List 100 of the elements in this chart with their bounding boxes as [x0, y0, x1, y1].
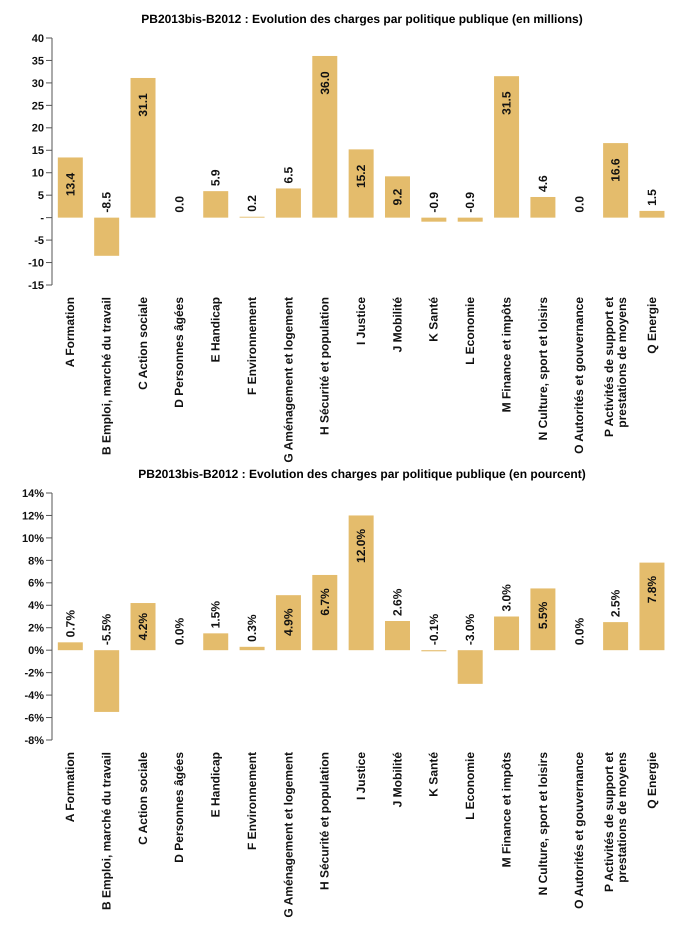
- x-tick-label: A Formation: [63, 752, 78, 822]
- data-label: 5.5%: [536, 601, 550, 630]
- data-label: 7.8%: [644, 576, 659, 604]
- data-label: -5.5%: [100, 614, 114, 646]
- bar: [94, 650, 120, 712]
- y-tick-label: -2%: [24, 668, 44, 680]
- data-label: 1.5: [644, 188, 659, 206]
- x-tick-label: E Handicap: [208, 752, 223, 818]
- y-tick-label: 2%: [28, 622, 44, 635]
- bar: [94, 218, 120, 256]
- y-tick-label: 25: [32, 100, 44, 112]
- data-label: 0.0: [572, 196, 586, 213]
- y-tick-label: -8%: [24, 734, 44, 747]
- data-label: 2.5%: [608, 589, 623, 618]
- bar: [494, 616, 520, 650]
- y-tick-label: -10: [28, 257, 44, 270]
- x-tick-label: D Personnes âgées: [172, 296, 186, 408]
- bar: [276, 595, 301, 650]
- bar: [603, 622, 628, 650]
- bar: [639, 562, 664, 650]
- x-tick-label: I Justice: [354, 296, 368, 346]
- x-tick-label: J Mobilité: [390, 752, 404, 808]
- y-tick-label: -6%: [24, 712, 44, 724]
- bar: [603, 143, 628, 218]
- y-tick-label: 14%: [22, 488, 44, 500]
- data-label: 15.2: [354, 164, 368, 188]
- x-tick-label: O Autorités et gouvernance: [572, 296, 586, 454]
- data-label: 6.5: [281, 166, 296, 184]
- data-label: 0.2: [245, 194, 260, 212]
- bar: [312, 56, 338, 218]
- y-tick-label: -15: [28, 280, 44, 292]
- x-tick-label: H Sécurité et population: [318, 297, 332, 436]
- x-tick-label: K Santé: [426, 752, 441, 797]
- data-label: 0.3%: [245, 614, 260, 642]
- bar: [312, 574, 338, 650]
- x-tick-label: E Handicap: [208, 297, 223, 362]
- x-tick-label: O Autorités et gouvernance: [572, 752, 586, 909]
- data-label: 4.9%: [281, 608, 296, 636]
- data-label: 4.6: [536, 174, 550, 192]
- x-tick-label: L Economie: [463, 296, 478, 365]
- bar: [639, 210, 664, 218]
- x-tick-label: Q Energie: [644, 296, 659, 354]
- x-tick-label: F Environnement: [244, 752, 259, 850]
- y-tick-label: 6%: [28, 578, 44, 590]
- x-tick-label: N Culture, sport et loisirs: [536, 296, 550, 440]
- data-label: -0.9: [426, 192, 441, 213]
- y-tick-label: 8%: [28, 555, 44, 568]
- y-tick-label: 10%: [22, 532, 44, 545]
- y-tick-label: 40: [32, 32, 44, 45]
- data-label: 0.0: [172, 196, 186, 213]
- bar: [276, 188, 301, 218]
- bar: [348, 515, 374, 650]
- x-tick-label: B Emploi, marché du travail: [100, 297, 114, 456]
- x-tick-label: A Formation: [63, 297, 78, 368]
- x-tick-label: M Finance et impôts: [499, 296, 514, 412]
- bar: [58, 157, 83, 218]
- chart-title: PB2013bis-B2012 : Evolution des charges par politique publique (en millions): [140, 11, 584, 28]
- x-tick-label: L Economie: [463, 752, 478, 820]
- x-tick-label: C Action sociale: [136, 752, 150, 845]
- chart-title: PB2013bis-B2012 : Evolution des charges par politique publique (en pourcent): [137, 466, 587, 483]
- data-label: 16.6: [608, 158, 623, 182]
- bar: [203, 633, 228, 650]
- data-label: 2.6%: [390, 588, 404, 616]
- data-label: -0.1%: [426, 614, 441, 646]
- bar: [384, 176, 410, 218]
- data-label: 6.7%: [318, 588, 332, 616]
- x-tick-label: I Justice: [354, 752, 368, 800]
- data-label: -3.0%: [463, 614, 478, 646]
- data-label: 0.0%: [572, 618, 586, 646]
- data-label: -0.9: [463, 192, 478, 213]
- data-label: 36.0: [318, 70, 332, 95]
- data-label: -8.5: [100, 192, 114, 213]
- data-label: 12.0%: [354, 528, 368, 563]
- bar: [58, 642, 83, 650]
- data-label: 3.0%: [500, 584, 514, 612]
- y-tick-label: 0%: [28, 645, 44, 658]
- data-label: 31.5: [500, 91, 514, 115]
- bar: [458, 218, 483, 222]
- y-tick-label: 4%: [28, 600, 44, 612]
- data-label: 5.9: [208, 169, 223, 186]
- y-tick-label: 12%: [22, 510, 44, 522]
- bar: [530, 588, 556, 650]
- data-label: 1.5%: [208, 600, 223, 628]
- y-tick-label: 35: [32, 55, 44, 68]
- x-tick-label: N Culture, sport et loisirs: [536, 752, 550, 896]
- x-tick-label: M Finance et impôts: [499, 752, 514, 868]
- bar: [130, 78, 156, 218]
- data-label: 31.1: [136, 92, 150, 117]
- data-label: 0.7%: [63, 610, 78, 638]
- x-tick-label: G Aménagement et logement: [281, 297, 296, 463]
- x-tick-label: P Activités de support et prestations de moyens: [602, 296, 629, 438]
- y-tick-label: -4%: [24, 690, 44, 702]
- y-tick-label: 20: [32, 122, 44, 135]
- bar: [458, 650, 483, 684]
- data-label: 4.2%: [136, 612, 150, 640]
- data-label: 9.2: [390, 188, 404, 206]
- bar: [203, 191, 228, 218]
- x-tick-label: J Mobilité: [390, 296, 404, 352]
- bar: [421, 218, 446, 222]
- y-tick-label: 10: [32, 168, 44, 180]
